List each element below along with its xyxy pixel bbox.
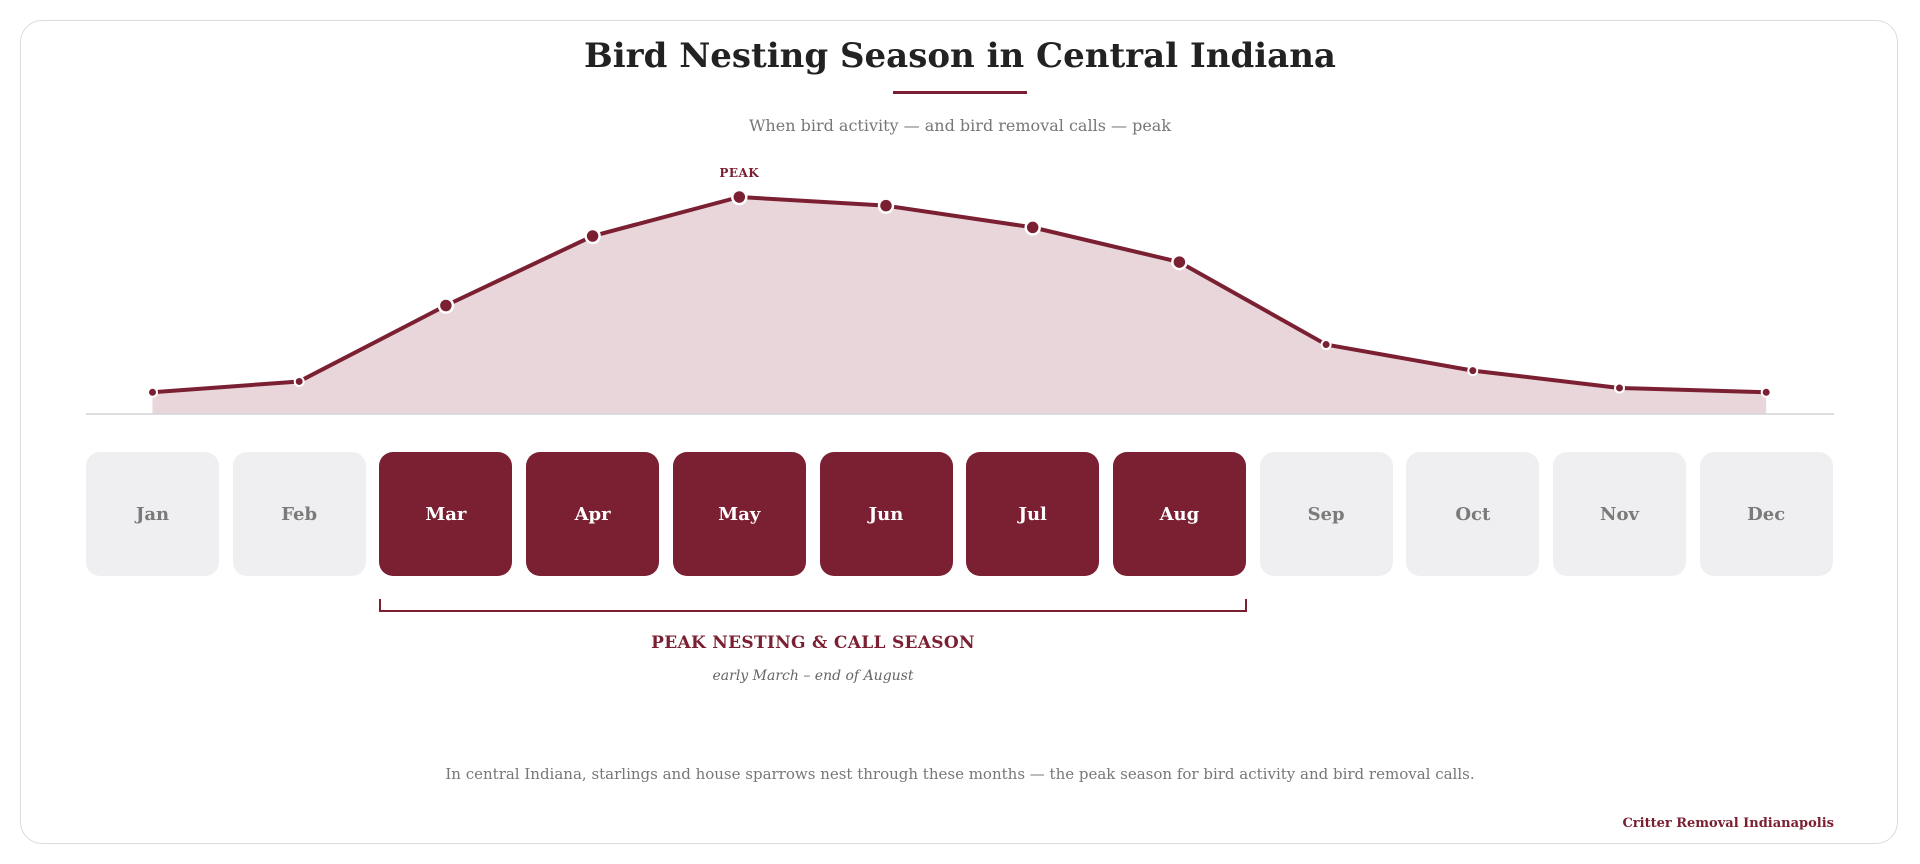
month-tile-feb: Feb	[232, 452, 366, 576]
data-point-nov	[1614, 382, 1625, 394]
footnote: In central Indiana, starlings and house …	[445, 765, 1475, 783]
month-tile-jan: Jan	[86, 452, 219, 576]
month-tile-jul: Jul	[966, 452, 1100, 576]
activity-line	[152, 195, 1767, 395]
data-point-oct	[1467, 365, 1479, 377]
month-tile-dec: Dec	[1699, 452, 1833, 576]
data-point-may	[731, 188, 748, 206]
data-point-dec	[1760, 386, 1772, 398]
data-point-jan	[147, 386, 158, 398]
month-tile-aug: Aug	[1112, 452, 1246, 576]
month-tile-may: May	[672, 452, 806, 576]
data-point-sep	[1320, 339, 1332, 351]
month-tile-jun: Jun	[819, 452, 953, 576]
title-underline	[893, 91, 1027, 94]
data-point-feb	[293, 375, 305, 387]
chart-title: Bird Nesting Season in Central Indiana	[584, 36, 1336, 76]
season-range: early March – end of August	[712, 668, 914, 684]
month-tile-oct: Oct	[1406, 452, 1540, 576]
month-tile-mar: Mar	[379, 452, 513, 576]
data-point-aug	[1171, 253, 1188, 271]
chart-subtitle: When bird activity — and bird removal ca…	[748, 116, 1172, 135]
chart-card	[20, 20, 1898, 844]
peak-label: PEAK	[719, 166, 759, 180]
brand-name: Critter Removal Indianapolis	[1622, 816, 1834, 831]
data-point-apr	[584, 227, 601, 245]
data-point-mar	[437, 297, 455, 314]
season-label: PEAK NESTING & CALL SEASON	[651, 633, 975, 653]
month-tile-sep: Sep	[1259, 452, 1393, 576]
month-tile-nov: Nov	[1553, 452, 1686, 576]
data-point-jul	[1024, 219, 1041, 236]
season-bracket	[379, 599, 1247, 612]
month-tile-apr: Apr	[526, 452, 660, 576]
data-point-jun	[877, 197, 895, 214]
activity-area	[152, 197, 1767, 414]
